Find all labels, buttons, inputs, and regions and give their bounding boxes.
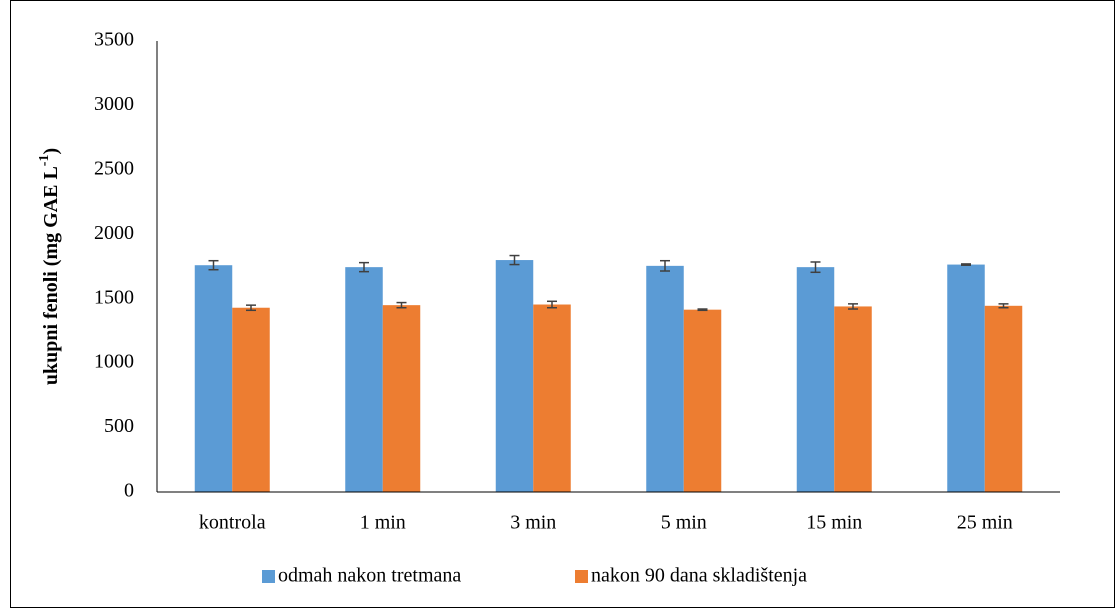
legend-swatch — [575, 570, 588, 583]
error-bar — [660, 259, 670, 272]
error-bar — [396, 301, 407, 309]
x-tick-label: 3 min — [510, 512, 556, 534]
legend-swatch — [262, 570, 275, 583]
legend-label: nakon 90 dana skladištenja — [591, 565, 807, 587]
y-tick-label: 3000 — [94, 93, 134, 115]
y-tick-label: 0 — [124, 480, 134, 502]
bar — [232, 307, 270, 492]
bar — [947, 264, 985, 492]
y-tick-label: 1000 — [94, 351, 134, 373]
y-axis-label-sup: -1 — [37, 155, 52, 167]
y-axis-label-end: ) — [40, 148, 62, 155]
y-tick-label: 1500 — [94, 286, 134, 308]
error-bar — [961, 263, 971, 266]
bar — [533, 304, 571, 492]
bar — [495, 260, 534, 492]
error-bar — [810, 261, 821, 274]
x-tick-label: 1 min — [360, 512, 406, 534]
y-tick-label: 500 — [104, 415, 134, 437]
bar — [834, 306, 872, 492]
legend-label: odmah nakon tretmana — [278, 565, 461, 587]
error-bar — [359, 261, 369, 273]
bar — [194, 265, 233, 492]
x-tick-label: 5 min — [661, 512, 707, 534]
error-bar — [998, 303, 1009, 309]
error-bar — [848, 303, 858, 310]
bar — [345, 267, 383, 492]
y-tick-label: 2500 — [94, 157, 134, 179]
bar — [646, 265, 684, 492]
chart-border — [10, 0, 1115, 608]
y-axis-label-text: ukupni fenoli (mg GAE L — [40, 166, 62, 385]
y-axis-label: ukupni fenoli (mg GAE L-1) — [37, 148, 61, 385]
bar — [382, 305, 421, 492]
x-tick-label: kontrola — [199, 512, 266, 534]
error-bar — [547, 300, 557, 309]
error-bar — [208, 259, 219, 271]
bar — [984, 305, 1023, 492]
y-tick-label: 3500 — [94, 29, 134, 51]
error-bar — [509, 254, 520, 266]
bar — [796, 267, 835, 492]
y-tick-label: 2000 — [94, 222, 134, 244]
bar — [683, 309, 722, 492]
error-bar — [697, 308, 708, 312]
x-tick-label: 15 min — [806, 512, 862, 534]
error-bar — [246, 304, 256, 312]
x-tick-label: 25 min — [957, 512, 1013, 534]
